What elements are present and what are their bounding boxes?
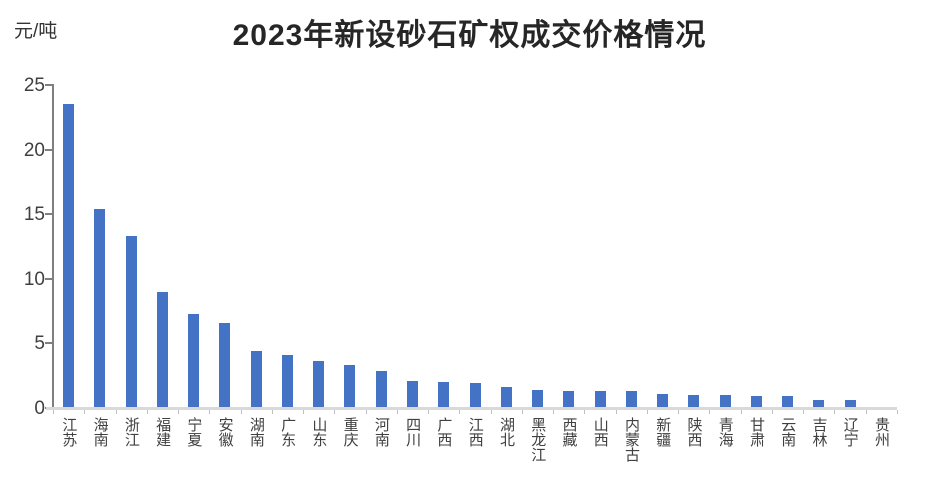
x-axis-label: 海南 (91, 417, 109, 447)
category-tick (209, 410, 211, 414)
x-axis-label: 广西 (435, 417, 453, 447)
y-axis-unit-label: 元/吨 (14, 21, 58, 42)
category-tick (365, 410, 367, 414)
bar (594, 391, 606, 408)
x-axis-label: 黑龙江 (529, 417, 547, 462)
category-tick (897, 410, 898, 414)
bar (188, 313, 200, 408)
category-tick (803, 410, 805, 414)
bar (375, 370, 387, 408)
bar (313, 361, 325, 408)
category-tick (646, 410, 648, 414)
y-axis-tick-label: 15 (23, 204, 45, 226)
x-axis-label: 贵州 (873, 417, 891, 447)
x-axis-label: 内蒙古 (622, 417, 640, 462)
y-axis-tick (45, 277, 53, 280)
category-tick (146, 410, 148, 414)
x-axis-line (46, 407, 897, 410)
x-axis-label: 福建 (154, 417, 172, 447)
bar (125, 236, 137, 408)
bar (156, 291, 168, 408)
category-tick (115, 410, 117, 414)
y-axis-tick (45, 213, 53, 216)
x-axis-label: 甘肃 (748, 417, 766, 447)
x-axis-label: 云南 (779, 417, 797, 447)
category-tick (521, 410, 523, 414)
y-axis-tick-label: 10 (23, 268, 45, 290)
y-axis-tick-label: 25 (23, 75, 45, 96)
y-axis-tick (45, 148, 53, 151)
bar (469, 383, 481, 408)
x-axis-label: 湖南 (247, 417, 265, 447)
bar (250, 351, 262, 408)
category-tick (271, 410, 273, 414)
bar (657, 393, 669, 408)
category-tick (678, 410, 680, 414)
category-tick (490, 410, 492, 414)
category-tick (834, 410, 836, 414)
x-axis-label: 安徽 (216, 417, 234, 447)
category-tick (553, 410, 555, 414)
bar (532, 389, 544, 408)
category-tick (240, 410, 242, 414)
x-axis-label: 河南 (372, 417, 390, 447)
category-tick (709, 410, 711, 414)
category-tick (584, 410, 586, 414)
x-axis-label: 湖北 (497, 417, 515, 447)
category-tick (615, 410, 617, 414)
chart-title: 2023年新设砂石矿权成交价格情况 (232, 19, 707, 52)
x-axis-label: 山东 (310, 417, 328, 447)
bar (281, 355, 293, 408)
bar (438, 382, 450, 408)
category-tick (178, 410, 180, 414)
x-axis-label: 广东 (279, 417, 297, 447)
y-axis-tick-label: 0 (34, 398, 45, 419)
category-tick (53, 410, 54, 414)
category-tick (334, 410, 336, 414)
bar (63, 104, 75, 408)
category-tick (396, 410, 398, 414)
y-axis-tick-label: 5 (34, 333, 45, 355)
category-tick (428, 410, 430, 414)
x-axis-label: 宁夏 (185, 417, 203, 447)
bar (406, 380, 418, 408)
x-axis-label: 新疆 (654, 417, 672, 447)
x-axis-label: 陕西 (685, 417, 703, 447)
category-tick (459, 410, 461, 414)
bar (750, 396, 762, 408)
category-tick (740, 410, 742, 414)
x-axis-label: 重庆 (341, 417, 359, 447)
x-axis-label: 青海 (716, 417, 734, 447)
bar (782, 396, 794, 408)
bar (219, 322, 231, 408)
bar (94, 209, 106, 408)
bar (563, 391, 575, 408)
x-axis-label: 江苏 (60, 417, 78, 447)
x-axis-label: 西藏 (560, 417, 578, 447)
bar (844, 400, 856, 408)
x-axis-label: 四川 (404, 417, 422, 447)
category-tick (771, 410, 773, 414)
bar (500, 387, 512, 408)
x-axis-label: 山西 (591, 417, 609, 447)
x-axis-label: 江西 (466, 417, 484, 447)
bar (344, 365, 356, 408)
bar (688, 395, 700, 408)
bar (625, 391, 637, 408)
bar (813, 400, 825, 408)
category-tick (303, 410, 305, 414)
y-axis-line (52, 84, 54, 408)
x-axis-label: 辽宁 (841, 417, 859, 447)
category-tick (865, 410, 867, 414)
bar (719, 395, 731, 408)
category-tick (84, 410, 86, 414)
y-axis-tick (45, 84, 53, 86)
x-axis-label: 浙江 (122, 417, 140, 447)
y-axis-tick (45, 342, 53, 345)
x-axis-label: 吉林 (810, 417, 828, 447)
y-axis-tick-label: 20 (23, 139, 45, 161)
